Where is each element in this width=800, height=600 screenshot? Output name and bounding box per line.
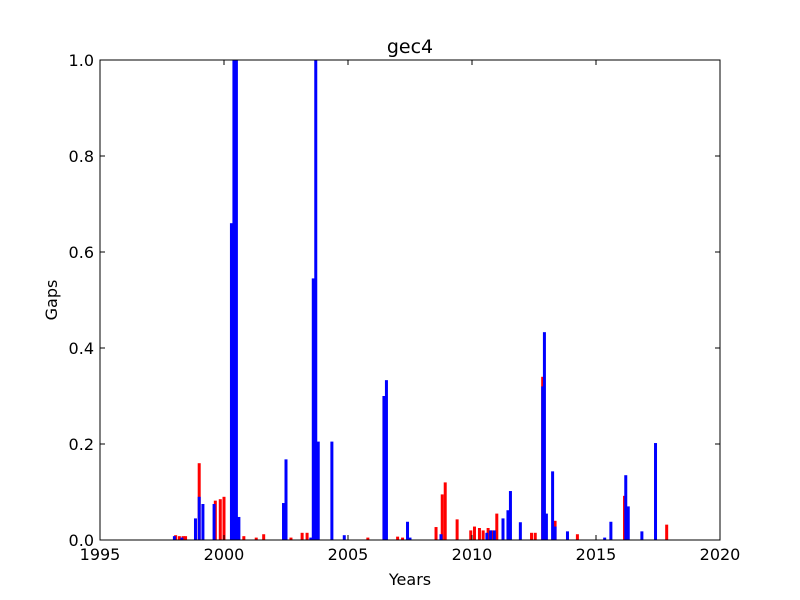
bar-series2-31	[542, 332, 546, 540]
bar-series2-8	[234, 60, 238, 540]
x-axis-label: Years	[388, 570, 431, 589]
y-tick-label: 0.6	[69, 243, 94, 262]
bar-series2-21	[408, 537, 412, 540]
bar-series2-14	[314, 60, 318, 540]
y-tick-label: 0.4	[69, 339, 94, 358]
ticks-layer: 1995 2000 2005 2010 2015 2020 0.0 0.2 0.4 0.6 0.8 1…	[69, 51, 741, 564]
bar-series2-19	[384, 380, 388, 540]
bar-series1-27	[477, 528, 481, 540]
bar-series2-10	[282, 503, 286, 540]
bar-series1-20	[401, 537, 405, 540]
bar-series2-9	[237, 516, 241, 540]
bar-series2-2	[193, 518, 197, 540]
bar-series2-36	[603, 537, 607, 540]
bar-series2-16	[330, 441, 334, 540]
bar-series1-26	[472, 526, 476, 540]
bar-series2-26	[501, 518, 505, 540]
bar-series2-33	[551, 471, 555, 540]
bar-series2-6	[229, 223, 233, 540]
bar-series2-18	[382, 396, 386, 540]
bar-series2-20	[406, 521, 410, 540]
bar-series2-30	[541, 386, 545, 540]
bar-series1-23	[443, 482, 447, 540]
bar-series2-40	[640, 531, 644, 540]
x-tick-label: 2015	[576, 545, 617, 564]
bar-series2-37	[609, 521, 613, 540]
x-tick-label: 2020	[700, 545, 741, 564]
bar-series2-12	[309, 537, 313, 540]
bar-series2-4	[201, 504, 205, 540]
y-tick-label: 0.0	[69, 531, 94, 550]
x-tick-label: 2005	[328, 545, 369, 564]
bar-series2-29	[518, 522, 522, 540]
x-tick-label: 2010	[452, 545, 493, 564]
bar-series2-11	[284, 459, 288, 540]
x-tick-label: 2000	[204, 545, 245, 564]
bar-series2-3	[197, 496, 201, 540]
bar-series2-41	[654, 443, 658, 540]
bar-series1-31	[495, 513, 499, 540]
bar-series1-14	[300, 532, 304, 540]
bar-series2-22	[439, 534, 443, 540]
bars-layer	[172, 60, 669, 540]
bar-series1-38	[665, 524, 669, 540]
bar-series1-9	[242, 536, 246, 540]
bar-series1-19	[396, 536, 400, 540]
bar-series2-23	[485, 532, 489, 540]
chart-title: gec4	[387, 36, 433, 58]
y-tick-label: 1.0	[69, 51, 94, 70]
bar-series2-39	[626, 506, 630, 540]
bar-series1-3	[184, 536, 188, 540]
bar-series1-7	[222, 496, 226, 540]
bar-series1-10	[254, 537, 258, 540]
bar-series2-32	[544, 513, 548, 540]
bar-series2-24	[489, 530, 493, 540]
bar-series1-32	[530, 532, 534, 540]
bar-series2-38	[624, 475, 628, 540]
bar-series2-17	[342, 535, 346, 540]
bar-series1-11	[262, 534, 266, 540]
bar-series2-34	[553, 526, 557, 540]
bar-series1-24	[455, 519, 459, 540]
bar-series2-5	[212, 504, 216, 540]
bar-series2-28	[508, 491, 512, 540]
bar-series2-13	[311, 278, 315, 540]
bar-series1-21	[434, 527, 438, 540]
bar-series2-0	[172, 536, 176, 540]
bar-series2-27	[506, 510, 510, 540]
bar-series1-17	[366, 537, 370, 540]
bar-series1-33	[533, 532, 537, 540]
bar-series1-13	[289, 537, 293, 540]
plot-frame	[99, 59, 721, 541]
bar-series1-25	[469, 530, 473, 540]
bar-series2-35	[565, 531, 569, 540]
x-tick-label: 1995	[80, 545, 121, 564]
bar-series2-25	[492, 530, 496, 540]
bar-series2-15	[316, 441, 320, 540]
bar-series1-22	[440, 494, 444, 540]
bar-series1-28	[481, 530, 485, 540]
bar-series2-1	[180, 537, 184, 540]
bar-series2-7	[232, 60, 236, 540]
y-tick-label: 0.2	[69, 435, 94, 454]
bar-series1-6	[218, 499, 222, 540]
bar-series1-1	[177, 536, 181, 540]
y-axis-label: Gaps	[42, 280, 61, 321]
bar-series1-36	[575, 534, 579, 540]
y-tick-label: 0.8	[69, 147, 94, 166]
bar-series1-15	[305, 532, 309, 540]
